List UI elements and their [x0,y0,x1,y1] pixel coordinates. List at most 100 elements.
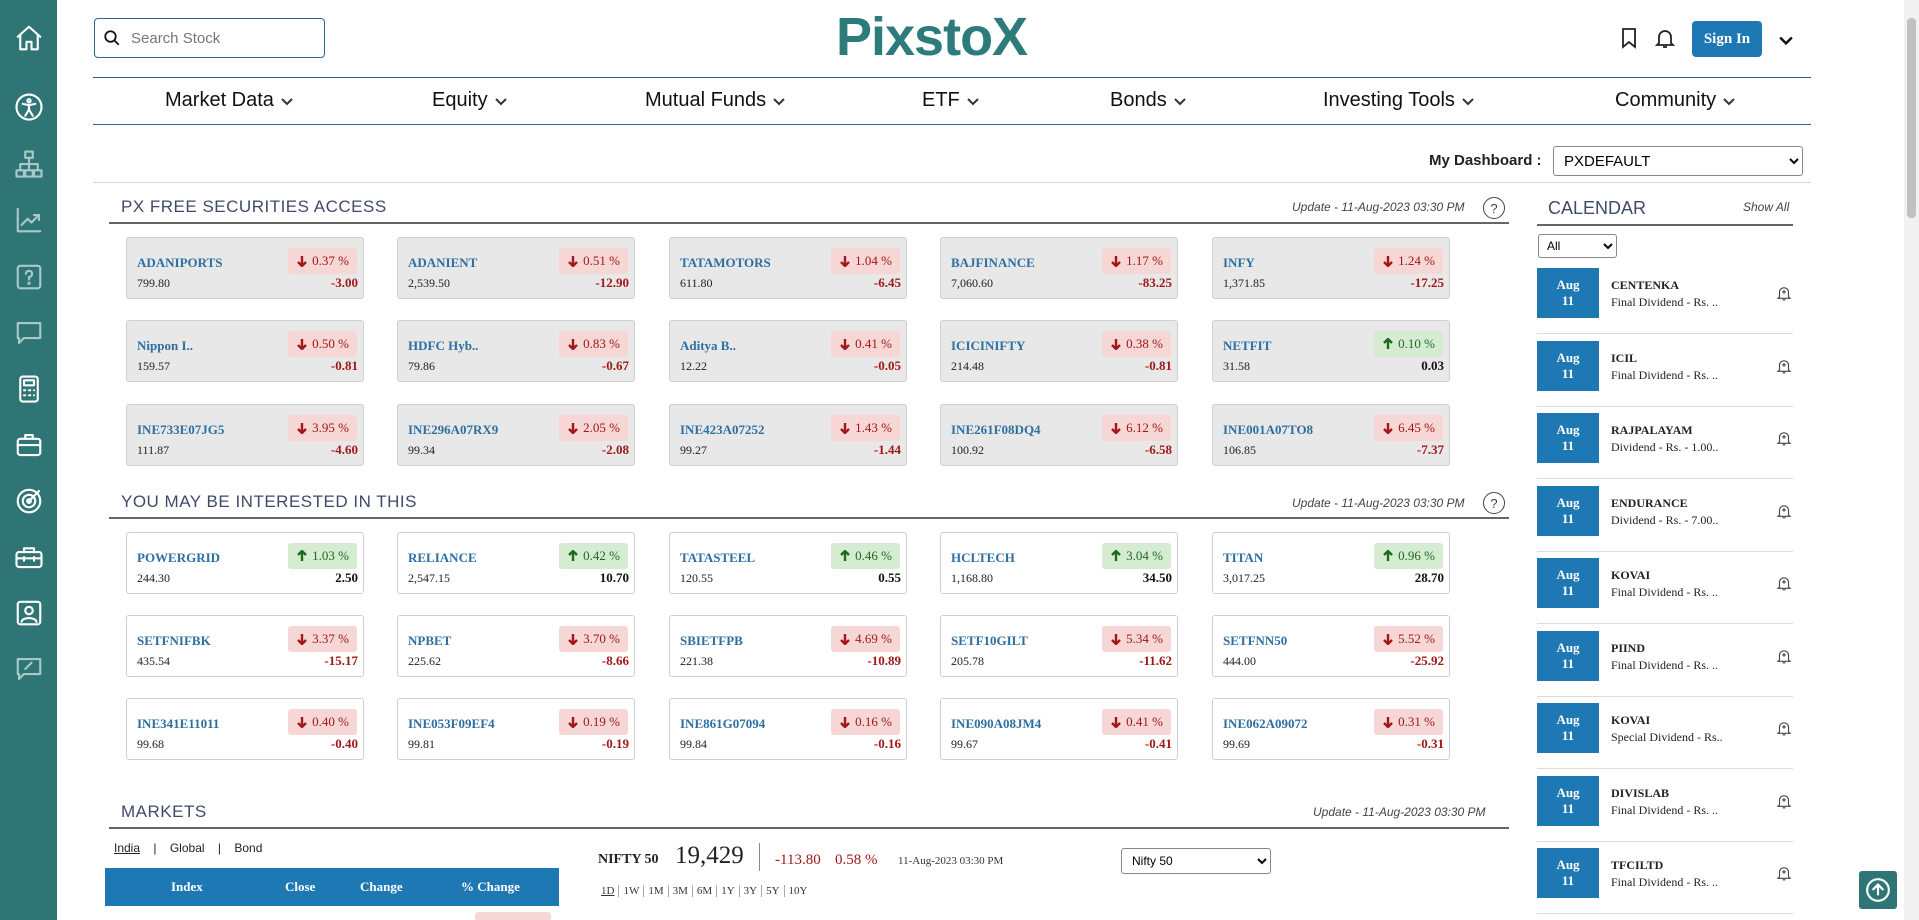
nav-equity[interactable]: Equity [432,89,508,112]
event-company[interactable]: CENTENKA [1611,278,1680,292]
security-card[interactable]: INE090A08JM4 0.41 % 99.67 -0.41 [940,698,1178,760]
security-card[interactable]: SETF10GILT 5.34 % 205.78 -11.62 [940,615,1178,677]
range-1d[interactable]: 1D [597,885,620,897]
question-icon[interactable] [0,257,57,297]
bell-plus-icon[interactable] [1775,647,1793,670]
security-card[interactable]: SBIETFPB 4.69 % 221.38 -10.89 [669,615,907,677]
column-header-change[interactable]: Change [360,879,403,894]
security-card[interactable]: INE861G07094 0.16 % 99.84 -0.16 [669,698,907,760]
security-symbol[interactable]: BAJFINANCE [951,255,1035,270]
range-1m[interactable]: 1M [644,885,669,897]
security-symbol[interactable]: TATASTEEL [680,550,756,565]
security-symbol[interactable]: HCLTECH [951,550,1015,565]
nav-etf[interactable]: ETF [922,89,980,112]
calendar-event[interactable]: Aug 11 DIVISLAB Final Dividend - Rs. .. [1537,772,1793,842]
tab-india[interactable]: India [114,841,141,855]
calculator-icon[interactable] [0,369,57,409]
security-symbol[interactable]: HDFC Hyb.. [408,338,479,353]
search-input[interactable] [131,29,311,47]
event-company[interactable]: KOVAI [1611,713,1651,727]
event-company[interactable]: PIIND [1611,640,1646,655]
security-symbol[interactable]: SETFNIFBK [137,633,211,648]
security-symbol[interactable]: TITAN [1223,550,1264,565]
event-company[interactable]: ICIL [1611,350,1638,365]
help-icon[interactable]: ? [1483,492,1505,514]
nav-community[interactable]: Community [1615,89,1736,112]
security-card[interactable]: INE733E07JG5 3.95 % 111.87 -4.60 [126,404,364,466]
security-card[interactable]: INE062A09072 0.31 % 99.69 -0.31 [1212,698,1450,760]
security-card[interactable]: SETFNN50 5.52 % 444.00 -25.92 [1212,615,1450,677]
security-card[interactable]: INE423A07252 1.43 % 99.27 -1.44 [669,404,907,466]
sign-in-button[interactable]: Sign In [1692,21,1762,57]
event-company[interactable]: ENDURANCE [1611,495,1688,510]
scroll-to-top-button[interactable] [1859,871,1897,909]
security-symbol[interactable]: INE261F08DQ4 [951,422,1041,437]
security-card[interactable]: Aditya B.. 0.41 % 12.22 -0.05 [669,320,907,382]
security-symbol[interactable]: INE861G07094 [680,716,766,731]
event-company[interactable]: RAJPALAYAM [1611,423,1693,437]
security-card[interactable]: TATASTEEL 0.46 % 120.55 0.55 [669,532,907,594]
column-header-index[interactable]: Index [171,879,203,894]
security-card[interactable]: HCLTECH 3.04 % 1,168.80 34.50 [940,532,1178,594]
security-card[interactable]: NETFIT 0.10 % 31.58 0.03 [1212,320,1450,382]
nav-investing-tools[interactable]: Investing Tools [1323,89,1475,112]
security-symbol[interactable]: SETFNN50 [1223,633,1288,648]
security-card[interactable]: NPBET 3.70 % 225.62 -8.66 [397,615,635,677]
bell-plus-icon[interactable] [1775,429,1793,452]
toolbox-icon[interactable] [0,537,57,577]
bell-plus-icon[interactable] [1775,502,1793,525]
security-symbol[interactable]: INE090A08JM4 [951,716,1042,731]
security-symbol[interactable]: SBIETFPB [680,633,743,648]
bell-plus-icon[interactable] [1775,792,1793,815]
security-card[interactable]: BAJFINANCE 1.17 % 7,060.60 -83.25 [940,237,1178,299]
security-symbol[interactable]: TATAMOTORS [680,255,771,270]
security-card[interactable]: ADANIPORTS 0.37 % 799.80 -3.00 [126,237,364,299]
bell-plus-icon[interactable] [1775,574,1793,597]
chevron-down-icon[interactable] [1776,30,1796,55]
chat-icon[interactable] [0,313,57,353]
target-icon[interactable] [0,481,57,521]
security-symbol[interactable]: RELIANCE [408,550,477,565]
security-symbol[interactable]: SETF10GILT [951,633,1028,648]
security-card[interactable]: INE053F09EF4 0.19 % 99.81 -0.19 [397,698,635,760]
column-header-pct-change[interactable]: % Change [461,879,520,894]
bell-plus-icon[interactable] [1775,719,1793,742]
scrollbar[interactable] [1904,0,1919,920]
index-select[interactable]: Nifty 50 [1121,848,1271,874]
security-card[interactable]: RELIANCE 0.42 % 2,547.15 10.70 [397,532,635,594]
calendar-event[interactable]: Aug 11 KOVAI Special Dividend - Rs.. [1537,699,1793,769]
security-symbol[interactable]: INE001A07TO8 [1223,422,1314,437]
home-icon[interactable] [0,18,57,58]
sitemap-icon[interactable] [0,144,57,184]
security-symbol[interactable]: ADANIENT [408,255,478,270]
security-symbol[interactable]: INE053F09EF4 [408,716,495,731]
range-5y[interactable]: 5Y [762,885,785,897]
show-all-link[interactable]: Show All [1743,200,1790,214]
security-card[interactable]: INE296A07RX9 2.05 % 99.34 -2.08 [397,404,635,466]
logo[interactable]: PixstoX [836,7,1028,67]
security-card[interactable]: Nippon I.. 0.50 % 159.57 -0.81 [126,320,364,382]
chart-line-icon[interactable] [0,200,57,240]
feedback-icon[interactable] [0,649,57,689]
nav-market-data[interactable]: Market Data [165,89,294,112]
security-card[interactable]: TATAMOTORS 1.04 % 611.80 -6.45 [669,237,907,299]
security-card[interactable]: SETFNIFBK 3.37 % 435.54 -15.17 [126,615,364,677]
security-symbol[interactable]: ADANIPORTS [137,255,223,270]
calendar-event[interactable]: Aug 11 RAJPALAYAM Dividend - Rs. - 1.00.. [1537,409,1793,479]
nav-bonds[interactable]: Bonds [1110,89,1187,112]
security-symbol[interactable]: INE733E07JG5 [137,422,225,437]
security-symbol[interactable]: NPBET [408,633,452,648]
bookmark-icon[interactable] [1617,26,1641,55]
security-symbol[interactable]: INFY [1223,255,1255,270]
security-card[interactable]: INFY 1.24 % 1,371.85 -17.25 [1212,237,1450,299]
portfolio-icon[interactable] [0,593,57,633]
security-symbol[interactable]: NETFIT [1223,338,1272,353]
range-1w[interactable]: 1W [619,885,645,897]
range-3m[interactable]: 3M [669,885,693,897]
security-symbol[interactable]: Aditya B.. [680,338,736,353]
briefcase-icon[interactable] [0,425,57,465]
security-symbol[interactable]: INE341E11011 [137,716,220,731]
security-card[interactable]: INE261F08DQ4 6.12 % 100.92 -6.58 [940,404,1178,466]
security-card[interactable]: ADANIENT 0.51 % 2,539.50 -12.90 [397,237,635,299]
scrollbar-thumb[interactable] [1907,18,1916,218]
